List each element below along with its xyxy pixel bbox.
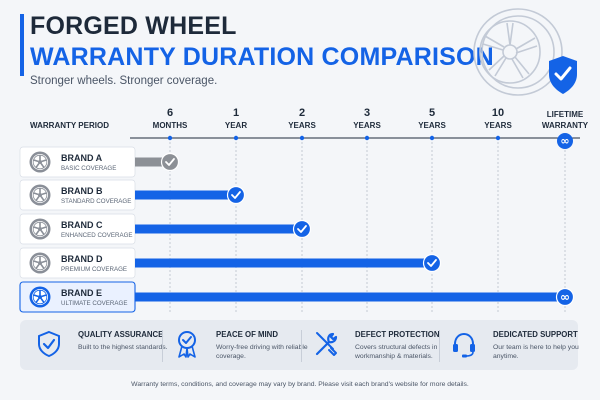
brand-row: BRAND D PREMIUM COVERAGE [19, 247, 442, 279]
infinity-icon: ∞ [555, 287, 575, 307]
headset-icon [451, 330, 477, 358]
feature-description: Our team is here to help you anytime. [493, 344, 579, 360]
brand-name: BRAND E [61, 288, 102, 298]
wheel-icon [29, 151, 51, 173]
title-accent-bar [20, 14, 24, 76]
wheel-icon [29, 252, 51, 274]
tick-label-top: 3 [364, 107, 370, 119]
feature-title: PEACE OF MIND [216, 330, 278, 339]
feature-description: Worry-free driving with reliable coverag… [216, 344, 308, 360]
check-icon [226, 185, 246, 205]
feature-item: PEACE OF MIND Worry-free driving with rel… [168, 320, 308, 370]
feature-divider [162, 330, 163, 362]
brand-row: BRAND B STANDARD COVERAGE [19, 179, 246, 211]
feature-description: Built to the highest standards. [78, 344, 168, 351]
wheel-shield-illustration [473, 8, 577, 96]
tick-dot [364, 135, 370, 141]
tick-label-bottom: YEARS [353, 121, 381, 130]
feature-item: QUALITY ASSURANCE Built to the highest st… [30, 320, 168, 370]
brand-name: BRAND A [61, 153, 103, 163]
page-subtitle: Stronger wheels. Stronger coverage. [30, 75, 218, 87]
svg-text:∞: ∞ [560, 135, 569, 148]
feature-divider [439, 330, 440, 362]
warranty-chart: WARRANTY PERIOD 6 MONTHS 1 YEAR 2 YEARS 3 YEARS 5… [19, 107, 589, 313]
tick-dot [495, 135, 501, 141]
tick-label-bottom: YEARS [484, 121, 512, 130]
warranty-bar [135, 258, 432, 268]
brand-row: BRAND E ULTIMATE COVERAGE ∞ [19, 281, 575, 313]
tick-label-bottom: YEARS [288, 121, 316, 130]
wheel-icon [29, 218, 51, 240]
page-title: FORGED WHEEL [30, 12, 237, 40]
shield-check-icon [549, 56, 577, 94]
feature-title: DEFECT PROTECTION [355, 330, 440, 339]
tick-label-bottom: YEAR [225, 121, 247, 130]
features-panel: QUALITY ASSURANCE Built to the highest st… [20, 320, 579, 370]
tick-label-top: 6 [167, 107, 173, 119]
brand-coverage-label: ENHANCED COVERAGE [61, 232, 133, 239]
tick-dot [233, 135, 239, 141]
tick-label-top: 1 [233, 107, 239, 119]
tick-label-bottom: YEARS [418, 121, 446, 130]
warranty-bar [135, 292, 565, 302]
brand-name: BRAND D [61, 254, 103, 264]
axis-label: WARRANTY PERIOD [30, 121, 109, 130]
brand-row: BRAND A BASIC COVERAGE [19, 146, 180, 178]
brand-coverage-label: STANDARD COVERAGE [61, 198, 131, 205]
check-icon [292, 219, 312, 239]
check-icon [422, 253, 442, 273]
feature-title: QUALITY ASSURANCE [78, 330, 164, 339]
feature-item: DEFECT PROTECTION Covers structural defec… [307, 320, 440, 370]
tick-label-top: 2 [299, 107, 305, 119]
svg-text:∞: ∞ [560, 290, 570, 304]
warranty-bar [135, 224, 302, 234]
warranty-bar [135, 190, 236, 200]
tick-label-top: LIFETIME [547, 110, 584, 119]
tick-dot [167, 135, 173, 141]
page-title-highlight: WARRANTY DURATION COMPARISON [30, 43, 494, 71]
wheel-icon [29, 286, 51, 308]
tick-label-bottom: WARRANTY [542, 121, 589, 130]
check-icon [160, 152, 180, 172]
feature-description: Covers structural defects in workmanship… [355, 344, 438, 360]
brand-coverage-label: BASIC COVERAGE [61, 165, 116, 172]
wheel-icon [29, 184, 51, 206]
tick-dot [299, 135, 305, 141]
shield-check-icon [36, 330, 62, 358]
wrench-screwdriver-icon [313, 330, 339, 358]
brand-name: BRAND B [61, 186, 103, 196]
warranty-bar [135, 157, 170, 167]
feature-item: DEDICATED SUPPORT Our team is here to hel… [445, 320, 579, 370]
brand-row: BRAND C ENHANCED COVERAGE [19, 213, 312, 245]
footnote: Warranty terms, conditions, and coverage… [131, 381, 469, 388]
tick-label-top: 10 [492, 107, 504, 119]
wheel-icon [473, 8, 563, 96]
brand-coverage-label: ULTIMATE COVERAGE [61, 300, 127, 307]
tick-dot [429, 135, 435, 141]
feature-divider [301, 330, 302, 362]
brand-coverage-label: PREMIUM COVERAGE [61, 266, 127, 273]
tick-label-top: 5 [429, 107, 435, 119]
feature-title: DEDICATED SUPPORT [493, 330, 578, 339]
infinity-icon: ∞ [557, 133, 573, 149]
tick-label-bottom: MONTHS [153, 121, 188, 130]
brand-name: BRAND C [61, 220, 103, 230]
award-ribbon-icon [174, 330, 200, 358]
